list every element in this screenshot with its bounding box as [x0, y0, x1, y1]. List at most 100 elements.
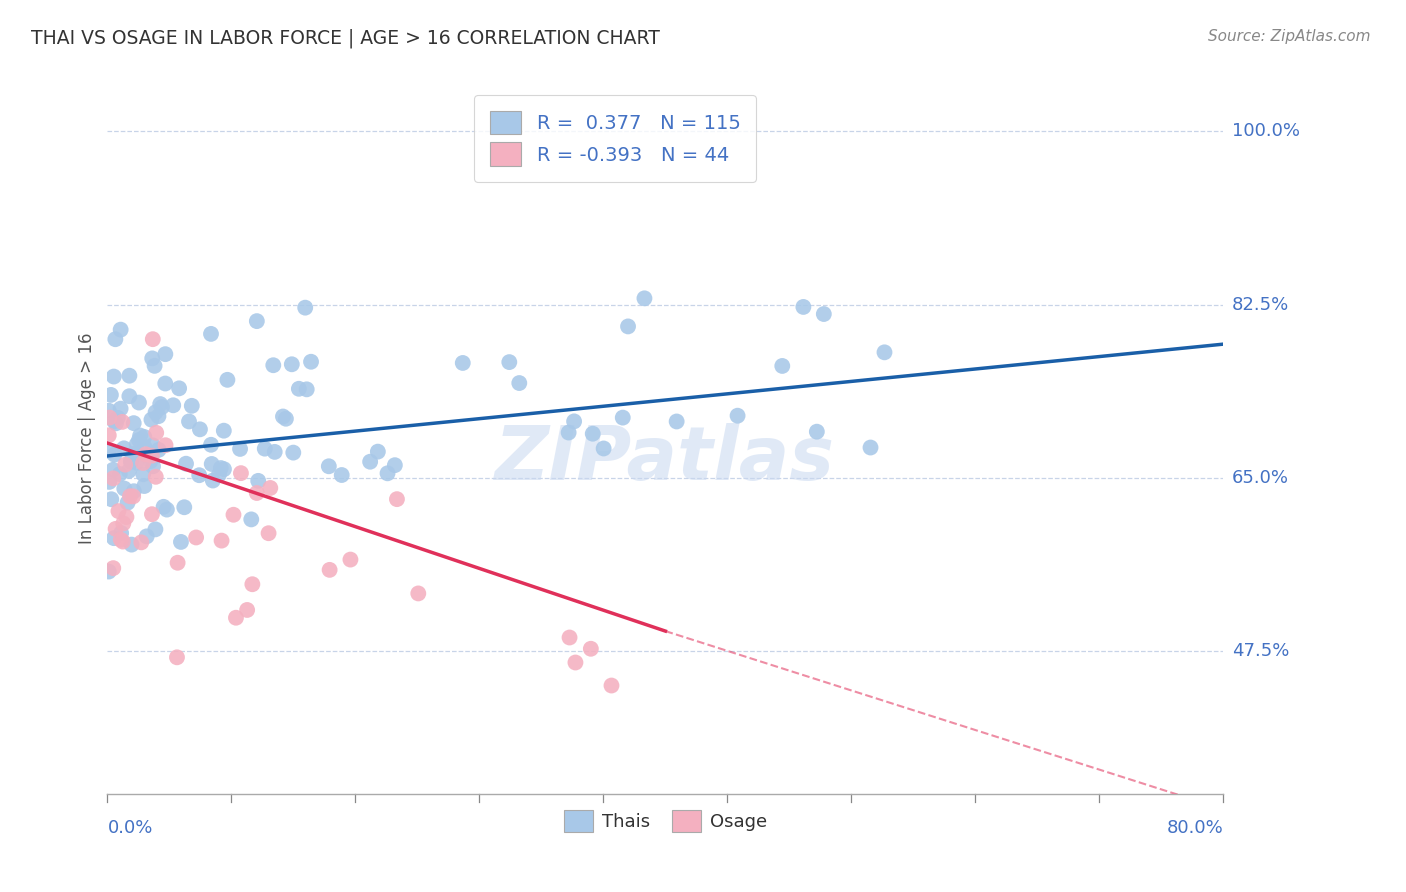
Point	[253, 442, 276, 456]
Point	[240, 577, 263, 591]
Point	[145, 425, 167, 440]
Point	[600, 679, 623, 693]
Text: 80.0%: 80.0%	[1167, 819, 1223, 837]
Point	[141, 449, 163, 463]
Point	[873, 345, 896, 359]
Point	[125, 437, 148, 451]
Point	[184, 531, 207, 545]
Point	[134, 440, 156, 454]
Point	[148, 442, 170, 457]
Point	[115, 510, 138, 524]
Point	[167, 381, 190, 395]
Point	[592, 442, 614, 456]
Point	[562, 414, 585, 428]
Point	[125, 456, 148, 470]
Point	[145, 522, 167, 536]
Point	[201, 474, 224, 488]
Point	[180, 399, 202, 413]
Point	[128, 433, 150, 447]
Point	[108, 467, 131, 481]
Point	[141, 412, 163, 426]
Point	[727, 409, 749, 423]
Point	[110, 533, 132, 547]
Point	[408, 586, 430, 600]
Point	[339, 552, 361, 566]
Point	[150, 400, 173, 414]
Point	[141, 351, 163, 366]
Point	[156, 502, 179, 516]
Point	[112, 442, 135, 456]
Point	[385, 492, 408, 507]
Point	[104, 522, 127, 536]
Point	[299, 355, 322, 369]
Point	[859, 441, 882, 455]
Point	[104, 332, 127, 346]
Point	[367, 444, 389, 458]
Point	[111, 415, 134, 429]
Point	[110, 401, 132, 416]
Point	[170, 535, 193, 549]
Point	[236, 603, 259, 617]
Text: 47.5%: 47.5%	[1232, 642, 1289, 660]
Point	[283, 445, 305, 459]
Point	[212, 424, 235, 438]
Point	[377, 467, 399, 481]
Point	[117, 496, 139, 510]
Point	[134, 479, 156, 493]
Text: 0.0%: 0.0%	[107, 819, 153, 837]
Point	[617, 319, 640, 334]
Point	[107, 504, 129, 518]
Point	[118, 368, 141, 383]
Point	[135, 447, 157, 461]
Point	[217, 373, 239, 387]
Point	[582, 426, 605, 441]
Point	[240, 512, 263, 526]
Point	[128, 395, 150, 409]
Point	[174, 457, 197, 471]
Point	[97, 403, 120, 417]
Point	[139, 454, 162, 468]
Point	[142, 332, 165, 346]
Point	[134, 430, 156, 444]
Point	[107, 410, 129, 425]
Point	[112, 516, 135, 531]
Point	[101, 463, 124, 477]
Point	[451, 356, 474, 370]
Point	[508, 376, 530, 390]
Point	[330, 468, 353, 483]
Text: 100.0%: 100.0%	[1232, 122, 1299, 140]
Point	[97, 565, 120, 579]
Point	[118, 464, 141, 478]
Point	[498, 355, 520, 369]
Point	[97, 428, 120, 442]
Point	[558, 631, 581, 645]
Legend: Thais, Osage: Thais, Osage	[557, 802, 775, 838]
Point	[122, 447, 145, 461]
Point	[318, 563, 340, 577]
Point	[295, 382, 318, 396]
Point	[110, 323, 132, 337]
Point	[118, 389, 141, 403]
Point	[633, 291, 655, 305]
Point	[384, 458, 406, 472]
Point	[155, 376, 177, 391]
Point	[209, 461, 232, 475]
Point	[103, 448, 125, 462]
Point	[665, 415, 688, 429]
Point	[564, 656, 586, 670]
Point	[274, 411, 297, 425]
Point	[225, 611, 247, 625]
Point	[98, 410, 121, 425]
Point	[318, 459, 340, 474]
Point	[135, 529, 157, 543]
Point	[111, 534, 134, 549]
Y-axis label: In Labor Force | Age > 16: In Labor Force | Age > 16	[79, 333, 96, 544]
Point	[155, 347, 177, 361]
Point	[122, 416, 145, 430]
Point	[114, 458, 136, 472]
Point	[792, 300, 814, 314]
Point	[247, 474, 270, 488]
Point	[806, 425, 828, 439]
Point	[162, 398, 184, 412]
Point	[200, 438, 222, 452]
